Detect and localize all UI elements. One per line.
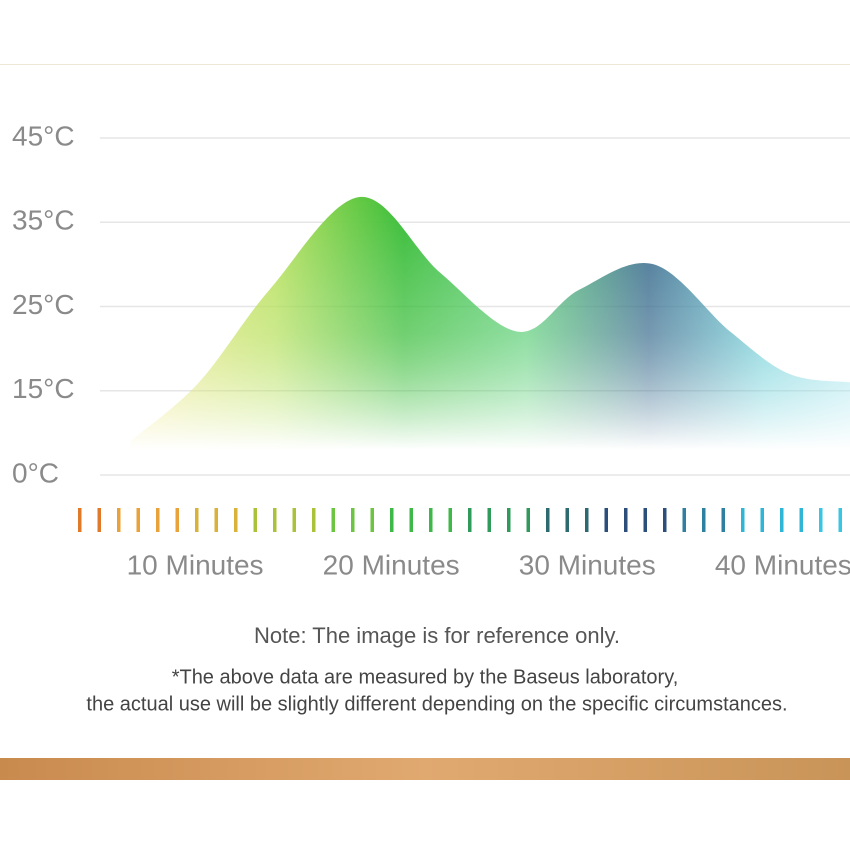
scale-bar xyxy=(390,508,394,532)
y-tick-label: 45°C xyxy=(12,120,75,151)
scale-bar xyxy=(195,508,199,532)
scale-bar xyxy=(331,508,335,532)
disclaimer: the actual use will be slightly differen… xyxy=(86,693,787,715)
scale-bar xyxy=(526,508,530,532)
scale-bar xyxy=(741,508,745,532)
top-rule xyxy=(0,64,850,65)
scale-bar xyxy=(97,508,101,532)
scale-bar xyxy=(136,508,140,532)
scale-bar xyxy=(351,508,355,532)
x-tick-label: 10 Minutes xyxy=(127,549,264,580)
scale-bar xyxy=(370,508,374,532)
scale-bar xyxy=(273,508,277,532)
x-tick-label: 30 Minutes xyxy=(519,549,656,580)
scale-bar xyxy=(780,508,784,532)
disclaimer: *The above data are measured by the Base… xyxy=(172,666,679,688)
scale-bar xyxy=(682,508,686,532)
scale-bar xyxy=(799,508,803,532)
scale-bar xyxy=(214,508,218,532)
scale-bar xyxy=(156,508,160,532)
scale-bar xyxy=(175,508,179,532)
y-tick-label: 0°C xyxy=(12,457,59,488)
scale-bar xyxy=(663,508,667,532)
temperature-area xyxy=(130,196,850,476)
scale-bar xyxy=(487,508,491,532)
scale-bar xyxy=(643,508,647,532)
scale-bar xyxy=(546,508,550,532)
y-tick-label: 25°C xyxy=(12,289,75,320)
scale-bar xyxy=(604,508,608,532)
scale-bar xyxy=(78,508,82,532)
x-tick-label: 20 Minutes xyxy=(323,549,460,580)
scale-bar xyxy=(585,508,589,532)
scale-bar xyxy=(507,508,511,532)
y-tick-label: 15°C xyxy=(12,373,75,404)
x-tick-label: 40 Minutes xyxy=(715,549,850,580)
scale-bar xyxy=(565,508,569,532)
scale-bar xyxy=(117,508,121,532)
gold-band xyxy=(0,758,850,780)
scale-bar xyxy=(448,508,452,532)
scale-bar xyxy=(721,508,725,532)
scale-bar xyxy=(253,508,257,532)
scale-bar xyxy=(429,508,433,532)
scale-bar xyxy=(292,508,296,532)
scale-bar xyxy=(702,508,706,532)
scale-bar xyxy=(760,508,764,532)
scale-bar xyxy=(409,508,413,532)
y-tick-label: 35°C xyxy=(12,205,75,236)
scale-bar xyxy=(838,508,842,532)
scale-bar xyxy=(312,508,316,532)
grid: 0°C 15°C 25°C 35°C 45°C 10 Minutes 20 Minutes 3… xyxy=(12,120,850,580)
note: Note: The image is for reference only. xyxy=(254,623,620,648)
scale-bar xyxy=(468,508,472,532)
scale-bar xyxy=(234,508,238,532)
scale-bar xyxy=(819,508,823,532)
plot xyxy=(130,196,850,476)
color-scale xyxy=(78,508,842,532)
scale-bar xyxy=(624,508,628,532)
